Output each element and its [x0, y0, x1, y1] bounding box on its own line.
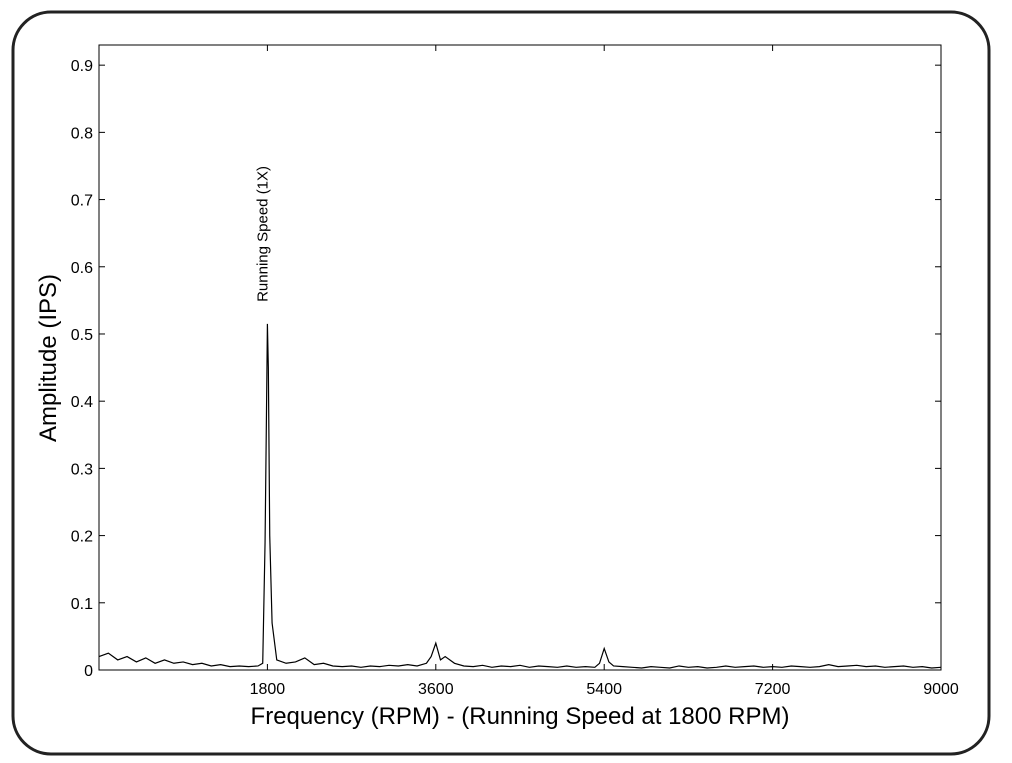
y-tick-label: 0.3: [71, 461, 93, 478]
x-tick-label: 7200: [755, 681, 791, 698]
frame: [11, 10, 991, 756]
spectrum-line: [98, 323, 942, 669]
y-tick-label: 0.6: [71, 260, 93, 277]
x-tick-label: 5400: [586, 681, 622, 698]
x-tick-label: 9000: [923, 681, 959, 698]
y-tick-label: 0.7: [71, 193, 93, 210]
y-tick-label: 0.9: [71, 58, 93, 75]
y-tick-label: 0.5: [71, 327, 93, 344]
y-axis-label: Amplitude (IPS): [35, 274, 62, 442]
y-tick-label: 0: [84, 663, 93, 680]
annotation: Running Speed (1X): [254, 166, 271, 302]
plot-area: [98, 44, 942, 671]
x-tick-label: 1800: [250, 681, 286, 698]
y-tick-label: 0.1: [71, 596, 93, 613]
y-tick-label: 0.8: [71, 125, 93, 142]
y-tick-label: 0.4: [71, 394, 93, 411]
y-tick-label: 0.2: [71, 529, 93, 546]
x-tick-label: 3600: [418, 681, 454, 698]
x-axis-label: Frequency (RPM) - (Running Speed at 1800…: [251, 703, 790, 730]
